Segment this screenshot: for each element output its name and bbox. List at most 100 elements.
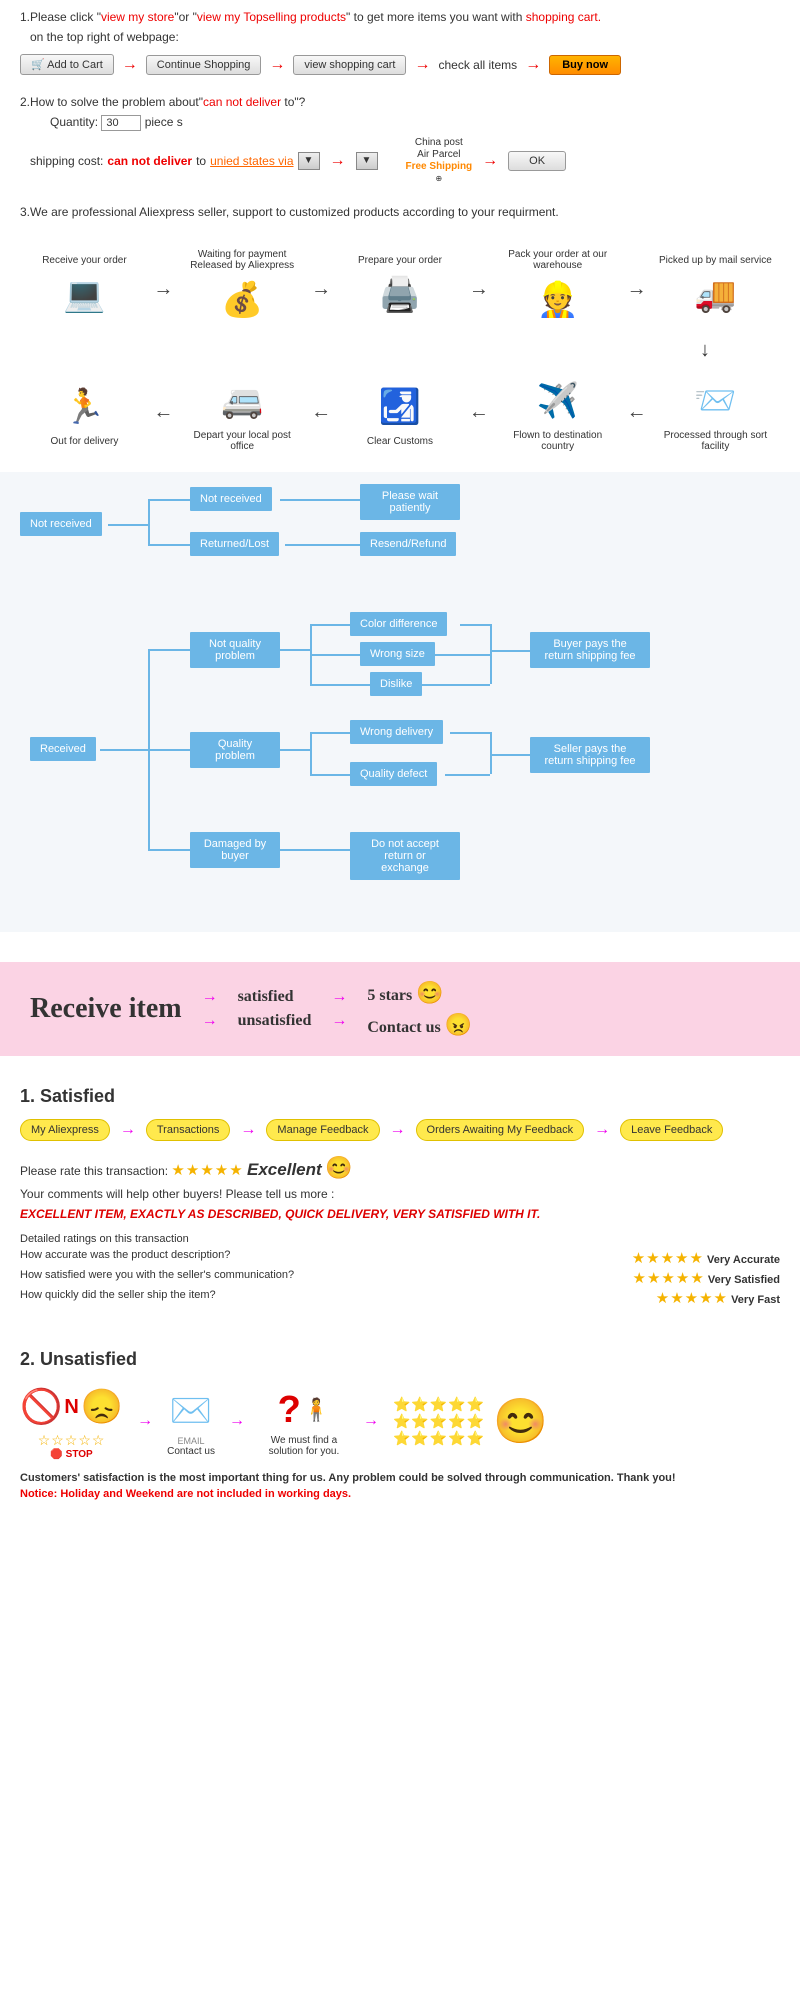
section-3: 3.We are professional Aliexpress seller,… [0, 195, 800, 229]
link-view-store[interactable]: view my store [101, 10, 174, 24]
order-flow: Receive your order💻→Waiting for payment … [0, 229, 800, 472]
intro-line1: 1.Please click "view my store"or "view m… [20, 10, 780, 24]
flow-step: Pack your order at our warehouse👷 [498, 249, 618, 329]
unsatisfied-heading: 2. Unsatisfied [20, 1349, 780, 1370]
feedback-step-pill[interactable]: Transactions [146, 1119, 231, 1141]
unsatisfied-section: 2. Unsatisfied 🚫 N 😞 ☆☆☆☆☆ 🛑 STOP → ✉️ E… [0, 1319, 800, 1514]
buy-now-button[interactable]: Buy now [549, 55, 621, 75]
empty-stars-icon: ☆☆☆☆☆ [20, 1432, 123, 1449]
link-cart[interactable]: shopping cart. [526, 10, 601, 24]
dropdown-icon[interactable]: ▼ [356, 152, 378, 170]
tree-node: Buyer pays the return shipping fee [530, 632, 650, 668]
rating-q: How satisfied were you with the seller's… [20, 1269, 294, 1287]
contact-block: ✉️ EMAIL Contact us [167, 1386, 215, 1457]
footer-line1: Customers' satisfaction is the most impo… [20, 1472, 780, 1484]
arrow-icon: → [311, 278, 331, 301]
feedback-step-pill[interactable]: Leave Feedback [620, 1119, 723, 1141]
happy-icon: 😊 [416, 980, 443, 1005]
flow-icon: 🚐 [212, 376, 272, 426]
arrow-icon: → [131, 1412, 159, 1430]
arrow-icon: → [325, 988, 353, 1006]
tree-node: Wrong delivery [350, 720, 443, 744]
flow-icon: 📨 [685, 376, 745, 426]
tree-node: Not received [190, 487, 272, 511]
arrow-icon: → [627, 278, 647, 301]
receive-title: Receive item [30, 993, 182, 1025]
solution-block: ?🧍 We must find a solution for you. [259, 1385, 349, 1457]
rating-q: How accurate was the product description… [20, 1249, 230, 1267]
satisfied-section: 1. Satisfied My Aliexpress→Transactions→… [0, 1056, 800, 1319]
flow-icon: 🏃 [54, 382, 114, 432]
arrow-icon: → [357, 1412, 385, 1430]
arrow-icon: → [384, 1121, 412, 1139]
continue-shopping-button[interactable]: Continue Shopping [146, 55, 262, 75]
ok-button[interactable]: OK [508, 151, 566, 171]
flow-step: Receive your order💻 [24, 255, 144, 324]
rate-row: Please rate this transaction: ★★★★★ Exce… [20, 1155, 780, 1181]
satisfied-label: satisfied [238, 988, 312, 1006]
feedback-step-pill[interactable]: Orders Awaiting My Feedback [416, 1119, 585, 1141]
arrow-icon: ← [469, 401, 489, 424]
line3-text: 3.We are professional Aliexpress seller,… [20, 205, 780, 219]
arrow-icon: ← [311, 401, 331, 424]
tree-node: Quality defect [350, 762, 437, 786]
arrow-icon: → [408, 56, 436, 74]
arrow-icon: → [223, 1412, 251, 1430]
quantity-row: Quantity: 30 piece s [50, 115, 780, 131]
feedback-step-pill[interactable]: My Aliexpress [20, 1119, 110, 1141]
add-to-cart-button[interactable]: 🛒 Add to Cart [20, 54, 114, 75]
big-happy-icon: 😊 [493, 1395, 548, 1447]
footer-line2: Notice: Holiday and Weekend are not incl… [20, 1488, 780, 1500]
arrow-icon: → [588, 1121, 616, 1139]
rating-q: How quickly did the seller ship the item… [20, 1289, 216, 1307]
no-entry-icon: 🚫 [20, 1387, 62, 1427]
feedback-step-pill[interactable]: Manage Feedback [266, 1119, 379, 1141]
sad-icon: 😞 [81, 1387, 123, 1427]
arrow-icon: → [234, 1121, 262, 1139]
stars-icon: ⭐⭐⭐⭐⭐ [393, 1396, 485, 1413]
country-link[interactable]: unied states via [210, 154, 293, 168]
stars-icon: ★★★★★ [633, 1270, 705, 1287]
tree-node: Do not accept return or exchange [350, 832, 460, 880]
view-cart-button[interactable]: view shopping cart [293, 55, 406, 75]
arrow-icon: ← [153, 401, 173, 424]
stars-icon: ⭐⭐⭐⭐⭐ [393, 1430, 485, 1447]
tree-node: Resend/Refund [360, 532, 456, 556]
problem-title: 2.How to solve the problem about"can not… [20, 95, 780, 109]
angry-icon: 😠 [445, 1012, 472, 1037]
section-1: 1.Please click "view my store"or "view m… [0, 0, 800, 85]
rating-a: Very Accurate [707, 1254, 780, 1266]
five-stars-label: 5 stars 😊 [367, 980, 472, 1006]
flow-icon: 💰 [212, 275, 272, 325]
quantity-input[interactable]: 30 [101, 115, 141, 131]
tree-node: Not quality problem [190, 632, 280, 668]
final-stars-block: ⭐⭐⭐⭐⭐ ⭐⭐⭐⭐⭐ ⭐⭐⭐⭐⭐ [393, 1396, 485, 1447]
link-topselling[interactable]: view my Topselling products [197, 10, 346, 24]
flow-step: Prepare your order🖨️ [340, 255, 460, 324]
flow-icon: 🛃 [370, 382, 430, 432]
tree-node: Received [30, 737, 96, 761]
stars-icon: ⭐⭐⭐⭐⭐ [393, 1413, 485, 1430]
arrow-icon: → [263, 56, 291, 74]
tree-node: Color difference [350, 612, 447, 636]
down-arrow-icon: ↓ [20, 339, 780, 362]
flow-icon: 💻 [54, 270, 114, 320]
dropdown-icon[interactable]: ▼ [298, 152, 320, 170]
arrow-icon: → [476, 152, 504, 170]
tree-node: Not received [20, 512, 102, 536]
tree-node: Dislike [370, 672, 422, 696]
arrow-icon: → [153, 278, 173, 301]
tree-node: Returned/Lost [190, 532, 279, 556]
rating-a: Very Fast [731, 1294, 780, 1306]
decision-tree: Not received Not received Please wait pa… [0, 472, 800, 932]
satisfied-heading: 1. Satisfied [20, 1086, 780, 1107]
arrow-icon: ← [627, 401, 647, 424]
tree-node: Please wait patiently [360, 484, 460, 520]
excellent-label: Excellent [247, 1160, 322, 1179]
flow-step: Picked up by mail service🚚 [655, 255, 775, 324]
flow-step: 🏃Out for delivery [24, 378, 144, 447]
happy-icon: 😊 [325, 1155, 352, 1180]
contact-label: Contact us 😠 [367, 1012, 472, 1038]
flow-icon: 🖨️ [370, 270, 430, 320]
flow-icon: 🚚 [685, 270, 745, 320]
